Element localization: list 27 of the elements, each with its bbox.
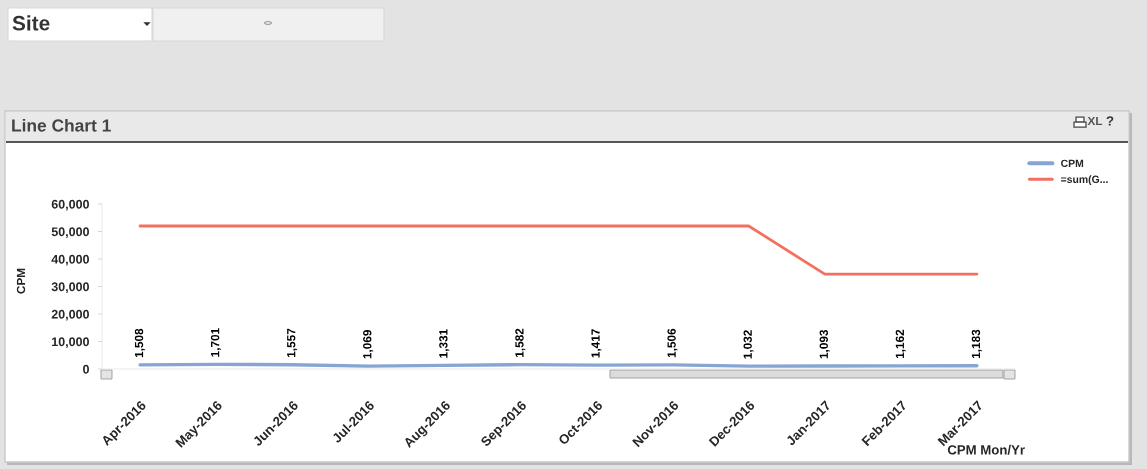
data-label: 1,032	[743, 330, 754, 359]
y-tick-label: 10,000	[52, 337, 89, 348]
data-label: 1,508	[134, 328, 145, 358]
data-label: 1,506	[667, 328, 678, 358]
data-label: 1,331	[439, 329, 450, 358]
data-label: 1,701	[210, 328, 222, 357]
legend-label: CPM	[1061, 159, 1084, 168]
y-tick-label: 20,000	[51, 309, 89, 321]
legend-label: =sum(G...	[1061, 175, 1108, 186]
data-label: 1,093	[819, 329, 830, 359]
y-tick-label: 30,000	[51, 282, 89, 293]
data-label: 1,557	[287, 328, 298, 358]
data-label: 1,582	[515, 328, 526, 357]
chart-title: Line Chart 1	[12, 118, 111, 132]
text: XL	[1087, 116, 1103, 126]
y-tick-label: 60,000	[51, 199, 89, 211]
text: ?	[1106, 116, 1114, 126]
y-axis-title: CPM	[16, 268, 26, 294]
data-label: 1,183	[971, 329, 982, 359]
data-label: 1,417	[591, 329, 602, 358]
y-tick-label: 0	[83, 364, 89, 374]
x-axis-title: CPM Mon/Yr	[947, 444, 1025, 455]
data-label: 1,162	[895, 329, 906, 359]
text: Site	[12, 15, 50, 31]
data-label: 1,069	[363, 330, 374, 359]
y-tick-label: 40,000	[51, 254, 89, 266]
y-tick-label: 50,000	[51, 227, 89, 238]
